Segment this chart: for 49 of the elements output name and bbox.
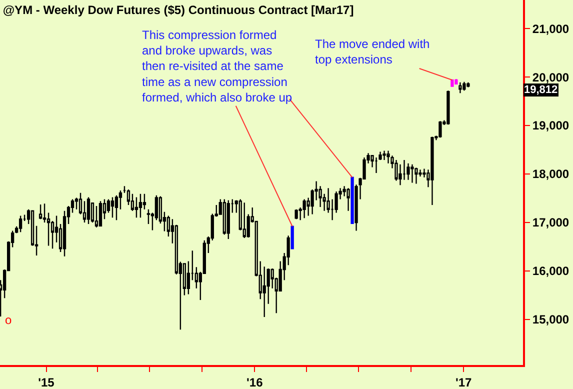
candlestick (346, 187, 350, 212)
candlestick (414, 167, 418, 184)
candlestick (242, 202, 246, 239)
candlestick (446, 90, 450, 126)
candlestick (454, 78, 458, 84)
y-tick-label: 15,000 (532, 312, 570, 327)
y-tick-label: 18,000 (532, 167, 570, 182)
annotation: o (5, 313, 12, 327)
chart-title: @YM - Weekly Dow Futures ($5) Continuous Contract [Mar17] (2, 3, 354, 18)
candlestick (114, 194, 118, 221)
candlestick (222, 198, 226, 236)
x-tick-label: '15 (38, 375, 55, 389)
y-tick-label: 21,000 (532, 22, 570, 36)
candlestick (110, 196, 114, 218)
candlestick (450, 79, 454, 87)
annotation: This compression formed and broke upwards, was then re-visited at the same time as a new compression formed, which also broke up (142, 28, 292, 104)
candlestick (98, 200, 102, 226)
candlestick (438, 120, 442, 138)
x-tick-label: '16 (246, 375, 264, 389)
candlestick (430, 136, 434, 206)
y-tick-label: 19,000 (532, 118, 570, 133)
x-tick-label: '17 (456, 375, 472, 389)
candlestick (410, 164, 414, 184)
candlestick (398, 164, 402, 186)
candlestick (382, 150, 386, 161)
candlestick (318, 186, 322, 208)
annotation: The move ended with top extensions (315, 37, 430, 67)
candlestick (18, 215, 22, 233)
candlestick (62, 210, 66, 258)
candlestick (458, 82, 462, 94)
candlestick (134, 196, 138, 218)
candlestick (38, 204, 42, 220)
candlestick (290, 226, 294, 250)
candlestick (302, 198, 306, 219)
y-tick-label: 16,000 (532, 264, 570, 278)
candlestick (350, 176, 354, 224)
candlestick (462, 81, 466, 92)
candlestick (138, 193, 142, 218)
candlestick (386, 150, 390, 164)
candlestick (94, 205, 98, 228)
y-tick-label: 17,000 (532, 216, 570, 230)
y-tick-label: 20,000 (532, 70, 570, 84)
candlestick (86, 196, 90, 225)
candlestick (226, 200, 230, 240)
text: 19,812 (524, 84, 558, 96)
candlestick (294, 208, 298, 220)
candlestick (406, 162, 410, 180)
candlestick (466, 82, 470, 88)
candlestick (394, 159, 398, 182)
